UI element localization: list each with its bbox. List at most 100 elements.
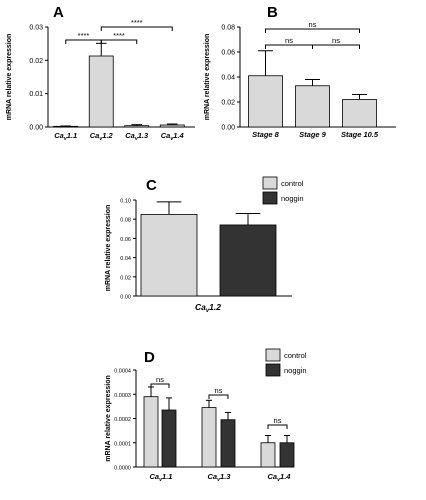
y-axis-label: mRNA relative expression xyxy=(105,205,112,292)
x-tick-label-suffix: 1.1 xyxy=(67,131,77,140)
bar xyxy=(260,442,276,468)
x-tick-label-suffix: 1.4 xyxy=(280,472,291,481)
panel-label: A xyxy=(53,4,64,21)
x-tick-label-suffix: 1.2 xyxy=(209,302,221,312)
significance-label: ns xyxy=(309,20,317,29)
significance-label: **** xyxy=(113,31,125,40)
y-tick-label: 0.04 xyxy=(221,75,235,82)
x-tick-label: Cav1.2 xyxy=(90,131,114,142)
x-tick-label-base: Ca xyxy=(268,472,278,481)
significance-label: ns xyxy=(156,375,164,384)
x-tick-label: Cav1.1 xyxy=(150,472,173,483)
legend-label: control xyxy=(281,179,304,188)
y-tick-label: 0.0001 xyxy=(114,441,131,447)
significance-bracket xyxy=(150,383,170,388)
x-tick-label-suffix: 1.2 xyxy=(102,131,113,140)
y-axis-label: mRNA relative expression xyxy=(105,375,112,462)
bar xyxy=(143,396,159,468)
y-tick-label: 0.00 xyxy=(221,125,235,132)
significance-bracket xyxy=(208,394,229,399)
x-tick-label-base: Ca xyxy=(208,472,218,481)
x-tick-label: Cav1.4 xyxy=(268,472,292,483)
legend-swatch xyxy=(262,176,278,190)
significance-label: ns xyxy=(215,386,223,395)
legend-label: noggin xyxy=(284,366,307,375)
x-tick-label-base: Ca xyxy=(150,472,160,481)
y-tick-label: 0.06 xyxy=(221,50,235,57)
x-tick-label-base: Ca xyxy=(161,131,171,140)
y-tick-label: 0.02 xyxy=(221,100,235,107)
x-tick-label-suffix: 1.3 xyxy=(220,472,231,481)
y-tick-label: 0.00 xyxy=(29,125,43,132)
panel-label: D xyxy=(144,349,155,366)
significance-label: **** xyxy=(78,31,90,40)
significance-bracket xyxy=(267,424,288,429)
y-tick-label: 0.08 xyxy=(120,218,131,224)
x-tick-label: Cav1.1 xyxy=(54,131,77,142)
panel-label: B xyxy=(267,4,278,21)
x-tick-label-sub: v xyxy=(170,136,174,142)
x-tick-label-sub: v xyxy=(64,136,68,142)
significance-bracket xyxy=(265,44,313,49)
significance-bracket xyxy=(100,39,138,44)
x-tick-label-suffix: 1.1 xyxy=(162,472,172,481)
y-tick-label: 0.0003 xyxy=(114,393,131,399)
bar xyxy=(161,409,177,468)
legend-swatch xyxy=(262,191,278,205)
y-tick-label: 0.0002 xyxy=(114,417,131,423)
x-tick-label: Cav1.4 xyxy=(161,131,185,142)
x-tick-label-base: Ca xyxy=(90,131,100,140)
x-tick-label: Cav1.2 xyxy=(195,302,221,314)
bar xyxy=(248,75,283,128)
y-tick-label: 0.10 xyxy=(120,199,131,205)
significance-label: ns xyxy=(332,36,340,45)
bar xyxy=(88,55,114,128)
y-tick-label: 0.04 xyxy=(120,256,131,262)
y-tick-label: 0.06 xyxy=(120,237,131,243)
y-tick-label: 0.02 xyxy=(29,58,43,65)
bar xyxy=(201,407,217,468)
legend-swatch xyxy=(265,348,281,362)
significance-bracket xyxy=(65,39,102,44)
y-tick-label: 0.0004 xyxy=(114,369,131,375)
x-tick-label-sub: v xyxy=(206,308,210,314)
y-tick-label: 0.02 xyxy=(120,275,131,281)
bar xyxy=(140,213,198,297)
x-tick-label: Cav1.3 xyxy=(208,472,232,483)
bar xyxy=(159,124,185,128)
significance-label: ns xyxy=(274,416,282,425)
x-tick-label-sub: v xyxy=(135,136,139,142)
x-tick-label-base: Ca xyxy=(54,131,64,140)
significance-bracket xyxy=(265,28,360,33)
y-tick-label: 0.03 xyxy=(29,25,43,32)
significance-bracket xyxy=(100,26,173,31)
bar xyxy=(124,125,150,128)
bar xyxy=(295,85,330,128)
x-tick-label-base: Ca xyxy=(195,302,206,312)
x-tick-label-sub: v xyxy=(217,477,221,483)
legend-swatch xyxy=(265,363,281,377)
y-tick-label: 0.00 xyxy=(120,295,131,301)
x-tick-label: Cav1.3 xyxy=(125,131,149,142)
significance-label: **** xyxy=(131,18,143,27)
bar xyxy=(219,224,277,297)
y-axis-label: mRNA relative expression xyxy=(6,34,13,121)
x-tick-label-sub: v xyxy=(277,477,281,483)
y-axis-label: mRNA relative expression xyxy=(204,34,211,121)
significance-label: ns xyxy=(285,36,293,45)
x-tick-label: Stage 9 xyxy=(299,130,327,139)
bar xyxy=(220,419,236,468)
x-tick-label: Stage 8 xyxy=(252,130,280,139)
y-tick-label: 0.0000 xyxy=(114,466,131,472)
x-tick-label-sub: v xyxy=(99,136,103,142)
y-tick-label: 0.08 xyxy=(221,25,235,32)
x-tick-label: Stage 10.5 xyxy=(341,130,379,139)
bar xyxy=(342,99,377,128)
legend-label: noggin xyxy=(281,194,304,203)
x-tick-label-suffix: 1.3 xyxy=(138,131,149,140)
x-tick-label-base: Ca xyxy=(125,131,135,140)
